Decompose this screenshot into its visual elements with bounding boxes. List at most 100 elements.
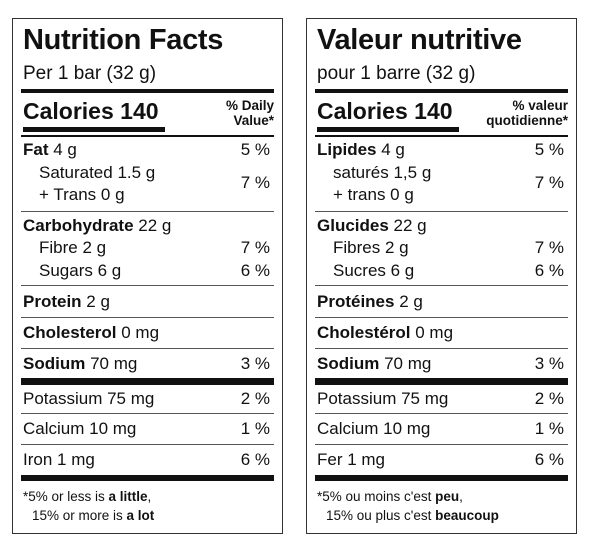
divider	[21, 348, 274, 349]
divider	[21, 285, 274, 286]
calories-label: Calories 140	[317, 98, 453, 124]
iron-row: Iron 1 mg 6 %	[23, 448, 274, 471]
divider	[21, 317, 274, 318]
daily-value-header-line1: % valeur	[512, 98, 568, 113]
fat-name: Fat	[23, 140, 49, 159]
cholesterol-row: Cholesterol 0 mg	[23, 321, 274, 344]
potassium-text: Potassium 75 mg	[23, 389, 155, 408]
calories-label: Calories 140	[23, 98, 159, 124]
trans-text: + trans 0 g	[333, 185, 414, 204]
iron-percent: 6 %	[240, 450, 270, 469]
saturated-text: saturés 1,5 g	[333, 163, 432, 182]
protein-amount: 2 g	[394, 292, 423, 311]
footnote-line2: 15% or more is a lot	[23, 506, 154, 525]
cholesterol-row: Cholestérol 0 mg	[317, 321, 568, 344]
cholesterol-amount: 0 mg	[410, 323, 454, 342]
divider	[21, 444, 274, 445]
trans-text: + Trans 0 g	[39, 185, 125, 204]
sugars-text: Sugars 6 g	[39, 261, 122, 280]
fibre-percent: 7 %	[534, 238, 564, 257]
cholesterol-name: Cholestérol	[317, 323, 411, 342]
footnote-emphasis: a lot	[126, 508, 155, 523]
carbohydrate-name: Carbohydrate	[23, 216, 134, 235]
fat-percent: 5 %	[534, 140, 564, 159]
carbohydrate-amount: 22 g	[388, 216, 427, 235]
carbohydrate-row: Carbohydrate 22 g	[23, 214, 274, 237]
footnote: *5% ou moins c'est peu, 15% ou plus c'es…	[317, 487, 499, 525]
serving-size: Per 1 bar (32 g)	[23, 63, 157, 84]
potassium-percent: 2 %	[240, 389, 270, 408]
divider	[315, 135, 568, 137]
daily-value-header: % valeur quotidienne*	[486, 98, 568, 128]
footnote-emphasis: beaucoup	[435, 508, 499, 523]
sugars-percent: 6 %	[240, 261, 270, 280]
sodium-row: Sodium 70 mg 3 %	[23, 352, 274, 375]
protein-amount: 2 g	[81, 292, 110, 311]
sugars-text: Sucres 6 g	[333, 261, 415, 280]
divider	[315, 285, 568, 286]
protein-row: Protéines 2 g	[317, 290, 568, 313]
potassium-percent: 2 %	[534, 389, 564, 408]
fat-percent: 5 %	[240, 140, 270, 159]
thick-divider	[21, 378, 274, 385]
fat-name: Lipides	[317, 140, 377, 159]
divider	[315, 444, 568, 445]
thick-divider	[315, 89, 568, 93]
divider	[21, 413, 274, 414]
saturated-row: saturés 1,5 g	[317, 161, 568, 184]
calories-underline	[317, 127, 459, 132]
daily-value-header: % Daily Value*	[226, 98, 274, 128]
footnote-emphasis: peu	[435, 489, 460, 504]
carbohydrate-row: Glucides 22 g	[317, 214, 568, 237]
trans-row: + trans 0 g	[317, 183, 568, 206]
footnote-text: 15% ou plus c'est	[326, 508, 436, 523]
potassium-text: Potassium 75 mg	[317, 389, 449, 408]
calcium-text: Calcium 10 mg	[23, 419, 137, 438]
iron-text: Fer 1 mg	[317, 450, 386, 469]
fibre-row: Fibres 2 g 7 %	[317, 236, 568, 259]
cholesterol-amount: 0 mg	[116, 323, 160, 342]
nutrition-facts-panel-french: Valeur nutritive pour 1 barre (32 g) Cal…	[306, 18, 577, 534]
trans-row: + Trans 0 g	[23, 183, 274, 206]
calcium-percent: 1 %	[240, 419, 270, 438]
iron-row: Fer 1 mg 6 %	[317, 448, 568, 471]
sodium-amount: 70 mg	[379, 354, 432, 373]
footnote-text: *5% or less is	[23, 489, 109, 504]
sodium-name: Sodium	[23, 354, 86, 373]
divider	[315, 348, 568, 349]
fat-row: Fat 4 g 5 %	[23, 138, 274, 161]
fibre-row: Fibre 2 g 7 %	[23, 236, 274, 259]
sodium-percent: 3 %	[240, 354, 270, 373]
daily-value-header-line1: % Daily	[225, 98, 274, 113]
iron-percent: 6 %	[534, 450, 564, 469]
footnote-line2: 15% ou plus c'est beaucoup	[317, 506, 499, 525]
sodium-name: Sodium	[317, 354, 380, 373]
fibre-text: Fibre 2 g	[39, 238, 107, 257]
footnote-line1: *5% or less is a little,	[23, 487, 154, 506]
calcium-text: Calcium 10 mg	[317, 419, 431, 438]
divider	[315, 317, 568, 318]
potassium-row: Potassium 75 mg 2 %	[23, 387, 274, 410]
footnote-text: *5% ou moins c'est	[317, 489, 436, 504]
nutrition-facts-panel-english: Nutrition Facts Per 1 bar (32 g) Calorie…	[12, 18, 283, 534]
protein-name: Protéines	[317, 292, 395, 311]
potassium-row: Potassium 75 mg 2 %	[317, 387, 568, 410]
saturated-row: Saturated 1.5 g	[23, 161, 274, 184]
iron-text: Iron 1 mg	[23, 450, 95, 469]
footnote-emphasis: a little	[108, 489, 148, 504]
protein-name: Protein	[23, 292, 82, 311]
daily-value-header-line2: Value*	[233, 113, 274, 128]
divider	[315, 413, 568, 414]
calcium-row: Calcium 10 mg 1 %	[23, 417, 274, 440]
fat-amount: 4 g	[48, 140, 77, 159]
calories-underline	[23, 127, 165, 132]
calcium-row: Calcium 10 mg 1 %	[317, 417, 568, 440]
fibre-text: Fibres 2 g	[333, 238, 409, 257]
divider	[21, 135, 274, 137]
footnote: *5% or less is a little, 15% or more is …	[23, 487, 154, 525]
panel-title: Valeur nutritive	[317, 24, 522, 56]
divider	[21, 211, 274, 212]
fibre-percent: 7 %	[240, 238, 270, 257]
serving-size: pour 1 barre (32 g)	[317, 63, 476, 84]
saturated-text: Saturated 1.5 g	[39, 163, 156, 182]
